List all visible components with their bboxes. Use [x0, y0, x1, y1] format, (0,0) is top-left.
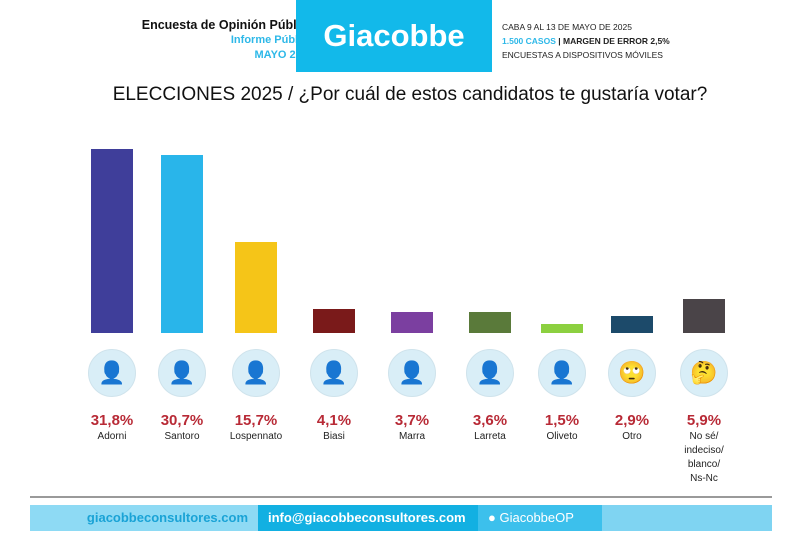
- value-label: 30,7%: [160, 412, 204, 429]
- twitter-link[interactable]: ● GiacobbeOP: [478, 505, 602, 531]
- category-label: Adorni: [97, 431, 127, 442]
- divider: [30, 496, 772, 498]
- bar-7: [611, 316, 653, 333]
- bar-4: [391, 311, 433, 333]
- category-label: Larreta: [474, 431, 506, 442]
- category-label: No sé/ indeciso/ blanco/ Ns-Nc: [684, 431, 724, 484]
- header-right: CABA 9 AL 13 DE MAYO DE 2025 1.500 CASOS…: [502, 20, 670, 62]
- email-link[interactable]: info@giacobbeconsultores.com: [258, 505, 478, 531]
- bar-8: [683, 298, 725, 333]
- cases-label: 1.500 CASOS: [502, 36, 556, 46]
- footer: giacobbeconsultores.com info@giacobbecon…: [30, 505, 772, 531]
- candidate-avatar: 🤔: [680, 349, 728, 397]
- category-label: Otro: [622, 431, 642, 442]
- value-label: 2,9%: [614, 412, 650, 429]
- value-label: 5,9%: [686, 412, 722, 429]
- category-label: Lospennato: [229, 431, 283, 442]
- month-label: MAYO 2025: [254, 49, 314, 61]
- category-label: Santoro: [164, 431, 200, 442]
- candidate-avatar: 👤: [538, 349, 586, 397]
- header-left: Encuesta de Opinión Pública Informe Públ…: [142, 18, 314, 63]
- bar-2: [235, 242, 277, 333]
- website-link[interactable]: giacobbeconsultores.com: [30, 505, 258, 531]
- value-label: 1,5%: [544, 412, 580, 429]
- twitter-handle: GiacobbeOP: [499, 510, 574, 525]
- brand-logo: Giacobbe: [296, 0, 492, 72]
- method-label: ENCUESTAS A DISPOSITIVOS MÓVILES: [502, 50, 663, 60]
- candidate-avatar: 👤: [88, 349, 136, 397]
- report-label: Informe Público: [230, 34, 314, 46]
- survey-label: Encuesta de Opinión Pública: [141, 18, 314, 32]
- bar-6: [541, 324, 583, 333]
- candidate-avatar: 🙄: [608, 349, 656, 397]
- bar-5: [469, 312, 511, 333]
- value-label: 15,7%: [234, 412, 278, 429]
- candidate-avatar: 👤: [388, 349, 436, 397]
- bar-1: [161, 155, 203, 333]
- category-label: Marra: [398, 431, 426, 442]
- candidate-avatar: 👤: [466, 349, 514, 397]
- candidate-avatar: 👤: [310, 349, 358, 397]
- value-label: 4,1%: [316, 412, 352, 429]
- bar-0: [91, 149, 133, 333]
- chart-title: ELECCIONES 2025 / ¿Por cuál de estos can…: [112, 84, 708, 105]
- margin-label: | MARGEN DE ERROR 2,5%: [558, 36, 670, 46]
- twitter-icon: ●: [488, 510, 496, 525]
- category-label: Biasi: [323, 431, 345, 442]
- candidate-avatar: 👤: [158, 349, 206, 397]
- value-label: 3,7%: [394, 412, 430, 429]
- value-label: 31,8%: [90, 412, 134, 429]
- candidate-avatar: 👤: [232, 349, 280, 397]
- value-label: 3,6%: [472, 412, 508, 429]
- bar-3: [313, 309, 355, 333]
- category-label: Oliveto: [546, 431, 578, 442]
- dates-label: CABA 9 AL 13 DE MAYO DE 2025: [502, 22, 632, 32]
